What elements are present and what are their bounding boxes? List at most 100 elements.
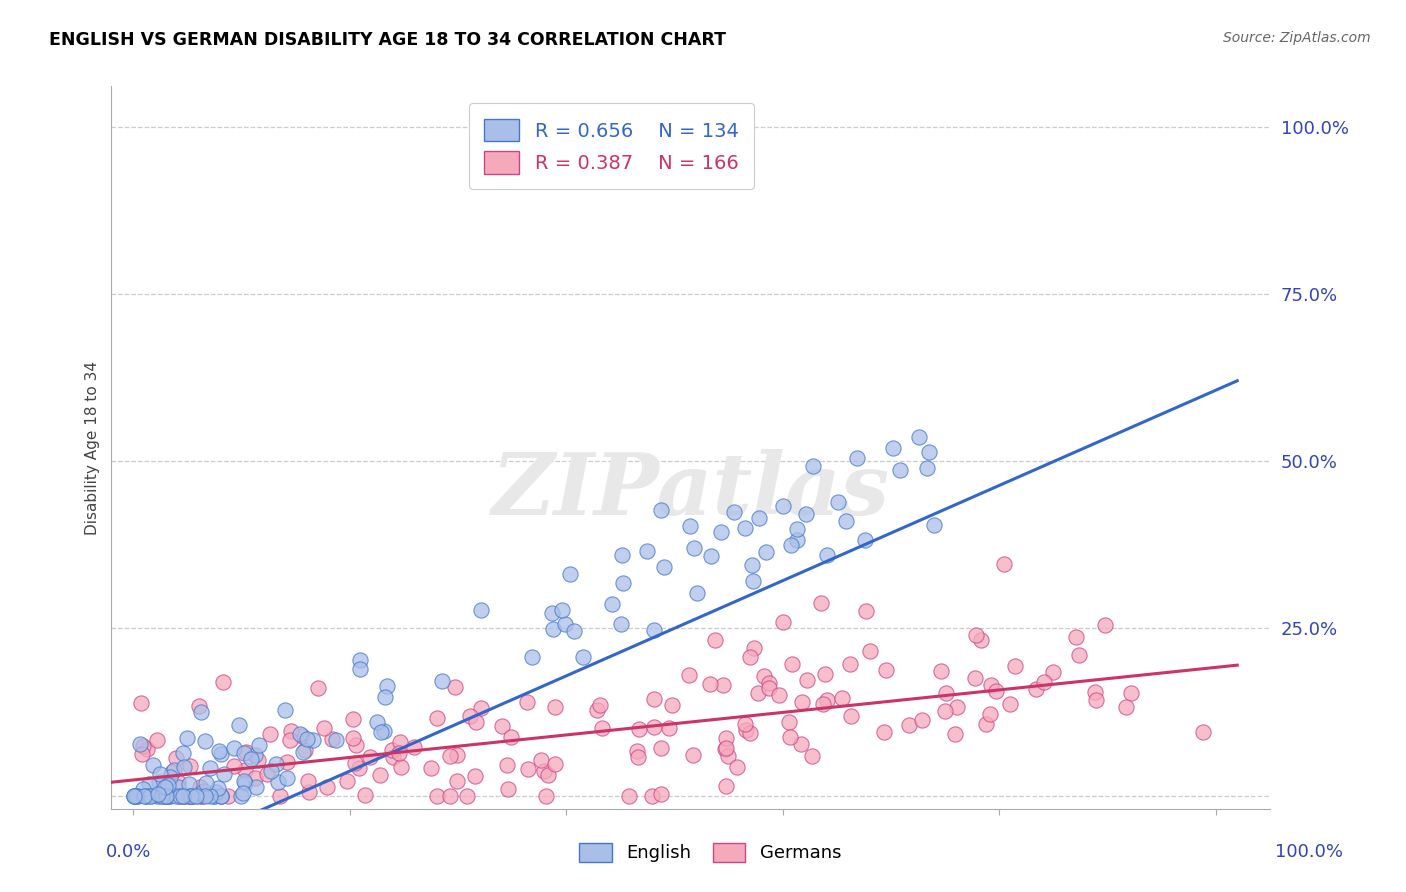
Point: [228, 717, 250, 731]
Point: [173, 789, 195, 803]
Point: [772, 615, 794, 629]
Point: [430, 673, 453, 688]
Point: [636, 543, 658, 558]
Point: [173, 760, 195, 774]
Point: [426, 711, 449, 725]
Point: [965, 628, 987, 642]
Point: [155, 780, 177, 794]
Point: [572, 650, 595, 665]
Point: [838, 657, 860, 671]
Point: [139, 789, 162, 803]
Point: [243, 771, 266, 785]
Point: [650, 740, 672, 755]
Point: [149, 789, 172, 803]
Point: [146, 789, 169, 803]
Point: [682, 748, 704, 763]
Point: [520, 650, 543, 665]
Point: [266, 757, 288, 772]
Point: [725, 760, 748, 774]
Point: [302, 733, 325, 747]
Point: [679, 519, 702, 533]
Point: [628, 723, 651, 737]
Point: [148, 775, 170, 789]
Point: [758, 681, 780, 696]
Point: [145, 732, 167, 747]
Point: [741, 574, 763, 588]
Point: [370, 724, 392, 739]
Point: [321, 732, 343, 747]
Point: [827, 495, 849, 509]
Point: [993, 557, 1015, 571]
Point: [600, 598, 623, 612]
Point: [439, 749, 461, 764]
Point: [312, 721, 335, 735]
Point: [796, 673, 818, 687]
Point: [389, 735, 412, 749]
Point: [591, 721, 613, 735]
Point: [752, 669, 775, 683]
Point: [127, 789, 149, 803]
Point: [344, 738, 367, 752]
Point: [589, 698, 612, 712]
Point: [627, 749, 650, 764]
Point: [612, 548, 634, 562]
Point: [845, 450, 868, 465]
Point: [159, 789, 181, 803]
Point: [426, 789, 449, 803]
Point: [464, 714, 486, 729]
Point: [980, 677, 1002, 691]
Point: [446, 774, 468, 789]
Point: [159, 770, 181, 784]
Point: [643, 692, 665, 706]
Point: [274, 703, 297, 717]
Point: [150, 789, 173, 803]
Point: [297, 774, 319, 789]
Point: [908, 430, 931, 444]
Point: [456, 789, 478, 803]
Point: [298, 785, 321, 799]
Point: [835, 515, 858, 529]
Point: [495, 758, 517, 772]
Point: [402, 740, 425, 755]
Point: [136, 741, 159, 756]
Point: [658, 721, 681, 735]
Point: [132, 781, 155, 796]
Point: [758, 676, 780, 690]
Point: [1000, 697, 1022, 711]
Point: [224, 740, 246, 755]
Point: [716, 740, 738, 755]
Point: [496, 782, 519, 797]
Point: [740, 726, 762, 740]
Point: [173, 747, 195, 761]
Point: [650, 787, 672, 801]
Point: [814, 666, 837, 681]
Point: [135, 789, 157, 803]
Point: [1032, 674, 1054, 689]
Point: [610, 616, 633, 631]
Point: [187, 698, 209, 713]
Point: [945, 699, 967, 714]
Point: [149, 767, 172, 781]
Point: [768, 688, 790, 702]
Point: [1084, 685, 1107, 699]
Point: [794, 507, 817, 521]
Point: [388, 747, 411, 761]
Point: [723, 505, 745, 519]
Point: [245, 780, 267, 794]
Point: [1084, 693, 1107, 707]
Point: [443, 680, 465, 694]
Point: [169, 789, 191, 803]
Point: [544, 757, 567, 772]
Point: [176, 789, 198, 803]
Point: [194, 733, 217, 747]
Point: [678, 668, 700, 682]
Point: [643, 623, 665, 637]
Point: [562, 624, 585, 639]
Point: [963, 671, 986, 685]
Point: [233, 747, 256, 761]
Point: [717, 749, 740, 764]
Point: [235, 746, 257, 760]
Point: [190, 789, 212, 803]
Point: [160, 764, 183, 779]
Point: [235, 763, 257, 777]
